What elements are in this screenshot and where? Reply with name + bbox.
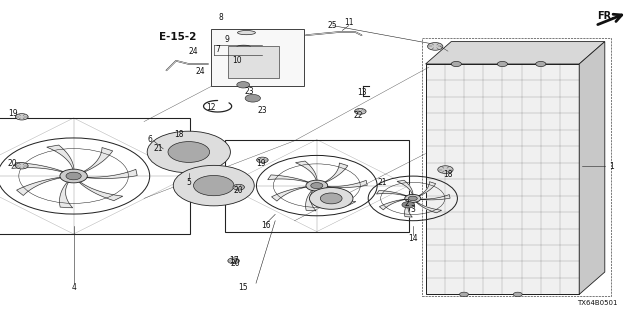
Circle shape [451, 61, 461, 67]
Circle shape [173, 165, 254, 206]
Bar [422, 38, 611, 296]
Circle shape [404, 194, 421, 203]
Circle shape [193, 175, 234, 196]
Text: 18: 18 [444, 170, 452, 179]
Text: 19: 19 [8, 109, 18, 118]
Bar [225, 140, 409, 232]
Polygon shape [86, 169, 137, 179]
Circle shape [321, 193, 342, 204]
Text: 22: 22 [354, 111, 363, 120]
Circle shape [355, 108, 366, 114]
Polygon shape [47, 145, 74, 170]
Ellipse shape [237, 31, 255, 35]
Polygon shape [60, 182, 73, 208]
Polygon shape [426, 42, 605, 64]
Polygon shape [83, 148, 113, 172]
Circle shape [497, 61, 508, 67]
Polygon shape [579, 42, 605, 294]
Circle shape [168, 141, 210, 163]
Circle shape [147, 131, 230, 173]
Text: 12: 12 [207, 103, 216, 112]
Polygon shape [12, 163, 64, 172]
Circle shape [460, 292, 468, 297]
Text: 20: 20 [8, 159, 18, 168]
Polygon shape [419, 182, 436, 196]
Text: 2: 2 [404, 199, 409, 208]
Polygon shape [321, 190, 356, 205]
Text: 21: 21 [378, 178, 387, 187]
Circle shape [237, 82, 250, 88]
Polygon shape [426, 64, 579, 294]
Ellipse shape [237, 45, 251, 49]
Circle shape [66, 172, 81, 180]
Polygon shape [268, 175, 309, 183]
Polygon shape [380, 199, 406, 210]
Text: 23: 23 [257, 106, 268, 115]
Circle shape [257, 157, 268, 163]
Text: 23: 23 [244, 87, 255, 96]
Text: 3: 3 [410, 205, 415, 214]
Polygon shape [271, 187, 307, 201]
Text: 21: 21 [154, 144, 163, 153]
Circle shape [438, 166, 453, 173]
Text: 7: 7 [215, 45, 220, 54]
Text: 20: 20 [233, 186, 243, 195]
Text: 18: 18 [175, 130, 184, 139]
Text: 9: 9 [225, 36, 230, 44]
Text: FR.: FR. [597, 11, 615, 21]
Circle shape [310, 188, 353, 209]
Text: 10: 10 [232, 56, 242, 65]
Circle shape [306, 180, 328, 191]
Text: E-15-2: E-15-2 [159, 32, 196, 42]
Circle shape [428, 43, 443, 50]
Circle shape [228, 258, 239, 264]
Text: 13: 13 [356, 88, 367, 97]
Text: TX64B0501: TX64B0501 [577, 300, 618, 306]
Polygon shape [420, 195, 450, 200]
Text: 14: 14 [408, 234, 418, 243]
Circle shape [60, 169, 87, 183]
Circle shape [15, 163, 28, 169]
Circle shape [15, 114, 28, 120]
Polygon shape [376, 190, 407, 196]
Polygon shape [296, 161, 317, 180]
Polygon shape [79, 182, 123, 201]
Circle shape [245, 94, 260, 102]
Polygon shape [306, 190, 316, 211]
Text: 5: 5 [186, 178, 191, 187]
Circle shape [408, 196, 417, 201]
Polygon shape [397, 180, 413, 195]
Polygon shape [324, 163, 348, 182]
Text: 24: 24 [195, 68, 205, 76]
Text: 4: 4 [71, 284, 76, 292]
Polygon shape [327, 180, 367, 188]
Polygon shape [404, 202, 412, 217]
Text: 15: 15 [238, 284, 248, 292]
Circle shape [402, 202, 415, 208]
Circle shape [513, 292, 522, 297]
Circle shape [233, 184, 244, 190]
Text: 8: 8 [218, 13, 223, 22]
Text: 1: 1 [609, 162, 614, 171]
Text: 24: 24 [188, 47, 198, 56]
Text: 6: 6 [148, 135, 153, 144]
Bar [211, 29, 304, 86]
Text: 20: 20 [230, 260, 240, 268]
Text: 25: 25 [328, 21, 338, 30]
Text: 17: 17 [228, 256, 239, 265]
Bar [228, 46, 279, 78]
Polygon shape [17, 177, 61, 196]
Bar [0, 118, 189, 234]
Circle shape [536, 61, 546, 67]
Text: 19: 19 [256, 159, 266, 168]
Circle shape [311, 183, 323, 188]
Text: 16: 16 [260, 221, 271, 230]
Polygon shape [416, 202, 442, 213]
Text: 11: 11 [344, 18, 353, 27]
